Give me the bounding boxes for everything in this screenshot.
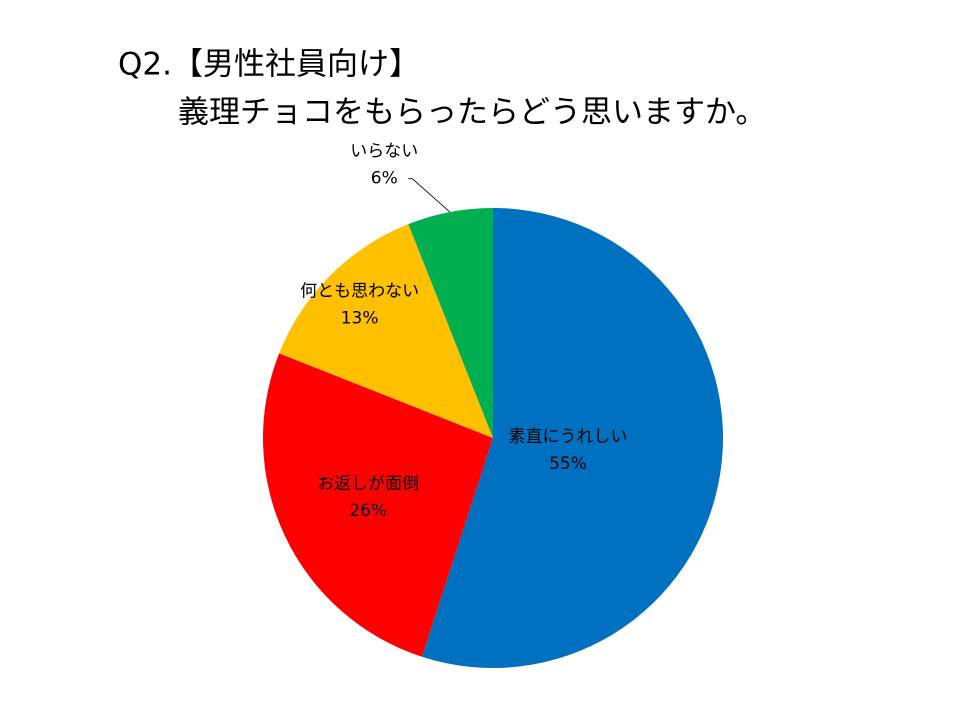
slice-label: 素直にうれしい	[508, 427, 627, 447]
pie-slice	[279, 224, 493, 438]
chart-title-line-1: Q2.【男性社員向け】	[118, 47, 420, 83]
slice-label: お返しが面倒	[317, 474, 419, 494]
pie-slice	[263, 353, 493, 657]
slice-label: 何とも思わない	[300, 282, 419, 302]
slice-value-label: 6%	[371, 169, 398, 189]
chart-title-line-2: 義理チョコをもらったらどう思いますか。	[178, 95, 766, 131]
pie-slice	[408, 208, 493, 438]
slice-value-label: 13%	[341, 309, 379, 329]
slice-value-label: 26%	[349, 501, 387, 521]
slice-value-label: 55%	[549, 454, 587, 474]
leader-line	[408, 178, 451, 213]
pie-slice	[421, 208, 724, 669]
slice-label: いらない	[350, 142, 418, 162]
